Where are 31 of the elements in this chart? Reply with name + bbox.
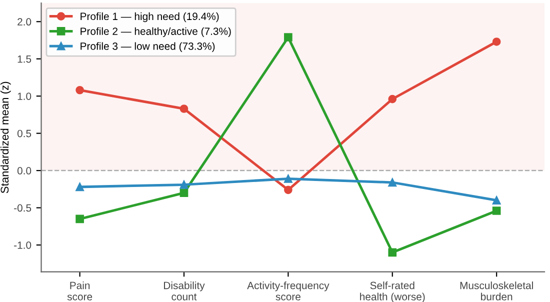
point xyxy=(492,196,501,204)
y-tick-label: 0.0 xyxy=(17,167,32,174)
point xyxy=(180,104,188,113)
x-tick-label: Pain score xyxy=(67,282,92,300)
y-tick-label: 1.0 xyxy=(18,92,32,100)
y-tick-label: -0.5 xyxy=(14,204,32,212)
y-tick-label: -1.0 xyxy=(14,241,32,249)
x-tick-label: Activity-frequency score xyxy=(247,282,330,300)
legend-label: Profile 2 — healthy/active (7.3%) xyxy=(80,27,231,38)
y-axis-title: Standardized mean (z) xyxy=(0,82,11,194)
y-tick-label: 0.5 xyxy=(17,130,32,138)
point xyxy=(284,174,292,183)
point xyxy=(76,214,84,224)
point xyxy=(284,186,292,194)
point xyxy=(388,178,397,187)
legend-label: Profile 1 — high need (19.4%) xyxy=(80,12,219,22)
point xyxy=(388,248,397,257)
y-tick-label: 2.0 xyxy=(18,18,32,26)
x-tick-label: Disability count xyxy=(164,282,205,300)
point xyxy=(180,180,188,189)
legend-label: Profile 3 — low need (73.3%) xyxy=(80,42,215,52)
point xyxy=(492,38,501,46)
point xyxy=(76,182,84,192)
y-tick-label: 1.5 xyxy=(18,55,32,63)
x-tick-label: Musculoskeletal burden xyxy=(460,282,533,300)
x-tick-label: Self-rated health (worse) xyxy=(360,282,425,302)
point xyxy=(180,188,188,198)
point xyxy=(388,94,397,104)
point xyxy=(492,206,501,215)
point xyxy=(284,33,292,42)
point xyxy=(76,86,84,94)
